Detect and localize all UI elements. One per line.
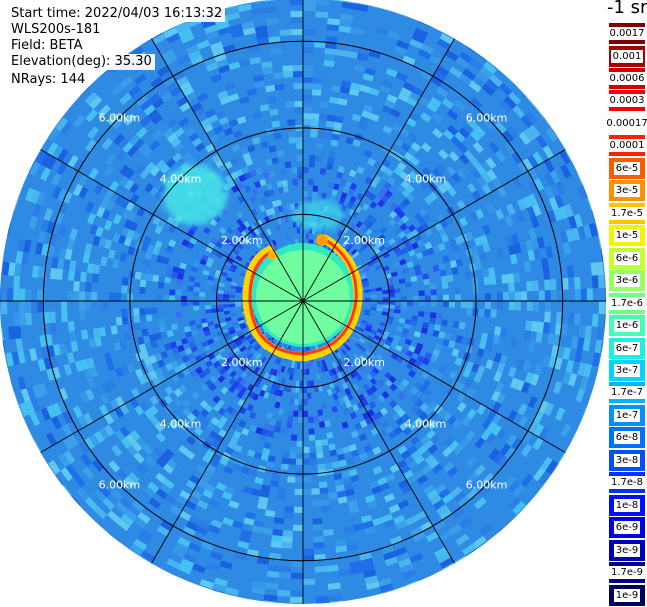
colorbar-cell: 3e-8 bbox=[608, 448, 646, 472]
radial-spoke bbox=[151, 300, 304, 564]
colorbar-label: 6e-8 bbox=[613, 431, 641, 445]
colorbar-label: 0.0017 bbox=[607, 27, 647, 40]
colorbar-cell: 0.0003 bbox=[607, 89, 647, 113]
radial-spoke bbox=[40, 300, 304, 453]
colorbar-label: 1e-7 bbox=[613, 408, 641, 422]
colorbar-label: 3e-6 bbox=[613, 274, 641, 288]
colorbar-cell: 6e-8 bbox=[608, 426, 646, 450]
radial-spoke bbox=[40, 149, 304, 302]
colorbar-label: 1.7e-7 bbox=[608, 386, 646, 400]
radial-spoke bbox=[302, 300, 566, 453]
radial-spoke bbox=[302, 300, 455, 564]
colorbar-label: 3e-8 bbox=[613, 453, 641, 467]
colorbar-cell: 1.7e-7 bbox=[608, 381, 646, 405]
colorbar-cell: 3e-9 bbox=[608, 538, 646, 562]
colorbar-cell: 1.7e-8 bbox=[608, 471, 646, 495]
colorbar-cell: 1e-5 bbox=[608, 224, 646, 248]
range-ring-label: 2.00km bbox=[221, 234, 263, 247]
range-ring-labels: 2.00km 2.00km 2.00km 2.00km 4.00km 4.00km 4.00… bbox=[99, 111, 508, 491]
range-ring-label: 6.00km bbox=[99, 479, 141, 492]
colorbar-cell: 0.00017 bbox=[604, 111, 647, 135]
range-ring-label: 2.00km bbox=[221, 356, 263, 369]
range-ring-label: 2.00km bbox=[343, 234, 385, 247]
colorbar-label: 1.7e-8 bbox=[608, 476, 646, 490]
colorbar-cell: 1e-8 bbox=[608, 493, 646, 517]
colorbar-label: 6e-9 bbox=[613, 521, 641, 535]
colorbar-label: 1e-9 bbox=[613, 588, 641, 602]
colorbar-label: 1e-5 bbox=[613, 229, 641, 243]
range-ring-label: 6.00km bbox=[99, 111, 141, 124]
colorbar-cell: 3e-6 bbox=[608, 269, 646, 293]
colorbar-units: -1 sr bbox=[607, 0, 647, 18]
elevation-label: Elevation(deg): 35.30 bbox=[8, 54, 155, 70]
colorbar-label: 0.0003 bbox=[607, 94, 647, 108]
colorbar-label: 1.7e-9 bbox=[608, 566, 646, 580]
colorbar-label: 0.00017 bbox=[604, 116, 647, 130]
colorbar-cell: 3e-5 bbox=[608, 179, 646, 203]
nrays-label: NRays: 144 bbox=[8, 72, 89, 88]
colorbar-cell: 6e-6 bbox=[608, 246, 646, 270]
cloud-patch bbox=[316, 234, 328, 246]
field-label: Field: BETA bbox=[8, 38, 86, 54]
instrument-label: WLS200s-181 bbox=[8, 22, 104, 38]
range-ring-label: 4.00km bbox=[405, 417, 447, 430]
colorbar-label: 1e-8 bbox=[613, 498, 641, 512]
plume-bright-patch-2 bbox=[292, 199, 344, 231]
colorbar-label: 1.7e-6 bbox=[608, 296, 646, 310]
colorbar-label: 3e-5 bbox=[613, 184, 641, 198]
colorbar-cell: 6e-7 bbox=[608, 336, 646, 360]
colorbar-label: 6e-6 bbox=[613, 251, 641, 265]
start-time-label: Start time: 2022/04/03 16:13:32 bbox=[8, 6, 226, 22]
radial-spoke bbox=[151, 38, 304, 302]
colorbar-label: 1e-6 bbox=[613, 319, 641, 332]
range-ring-label: 6.00km bbox=[466, 111, 508, 124]
colorbar-cell: 1.7e-5 bbox=[608, 201, 646, 225]
colorbar-label: 0.001 bbox=[610, 49, 644, 63]
radial-spoke bbox=[302, 38, 455, 302]
range-grid bbox=[0, 0, 606, 604]
colorbar-cell: 0.0001 bbox=[607, 134, 647, 158]
colorbar-cell: 0.0017 bbox=[607, 22, 647, 45]
colorbar-cell: 0.0006 bbox=[607, 66, 647, 90]
colorbar-cell: 6e-5 bbox=[608, 156, 646, 180]
beta-cells bbox=[0, 0, 606, 604]
colorbar-cell: 1e-9 bbox=[608, 583, 646, 607]
colorbar-label: 6e-7 bbox=[613, 341, 641, 355]
colorbar-label: 3e-7 bbox=[613, 363, 641, 377]
colorbar-cell: 6e-9 bbox=[608, 516, 646, 540]
range-ring-label: 4.00km bbox=[160, 417, 202, 430]
radial-spoke bbox=[302, 149, 566, 302]
colorbar-label: 3e-9 bbox=[613, 543, 641, 557]
colorbar-cell: 0.001 bbox=[608, 44, 646, 68]
colorbar-cell: 1.7e-9 bbox=[608, 561, 646, 585]
colorbar-cell: 1e-6 bbox=[608, 314, 646, 337]
colorbar-cell: 1.7e-6 bbox=[608, 291, 646, 315]
colorbar-label: 0.0001 bbox=[607, 139, 647, 153]
range-ring-label: 2.00km bbox=[343, 356, 385, 369]
colorbar-label: 0.0006 bbox=[607, 71, 647, 85]
colorbar-cell: 3e-7 bbox=[608, 358, 646, 382]
range-ring-label: 4.00km bbox=[160, 173, 202, 186]
colorbar-label: 1.7e-5 bbox=[608, 206, 646, 220]
colorbar-cell: 1e-7 bbox=[608, 403, 646, 427]
colorbar-label: 6e-5 bbox=[613, 161, 641, 175]
range-ring-label: 6.00km bbox=[466, 479, 508, 492]
range-ring-label: 4.00km bbox=[405, 173, 447, 186]
